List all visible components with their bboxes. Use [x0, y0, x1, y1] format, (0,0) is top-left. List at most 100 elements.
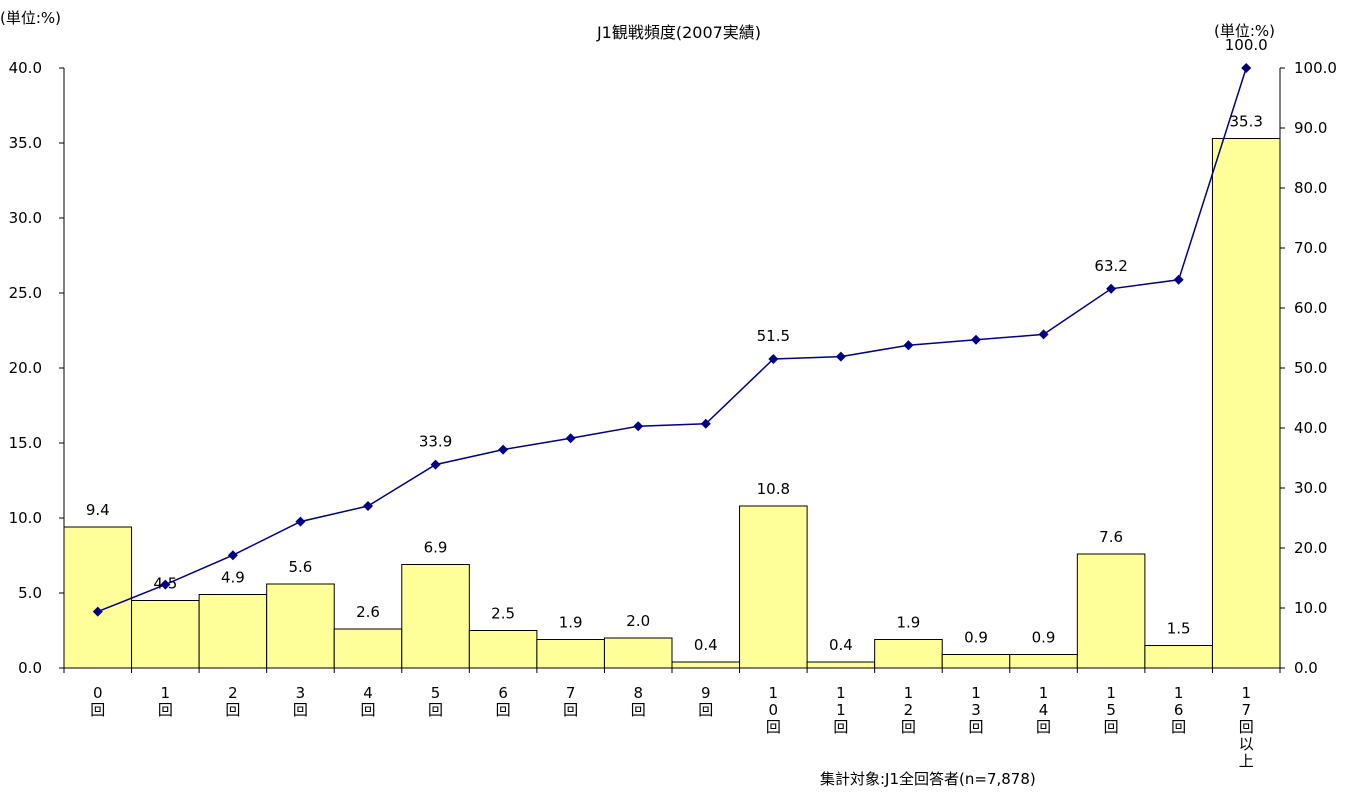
bar-label-15: 7.6 [1099, 528, 1123, 546]
y-left-tick-label-4: 20.0 [9, 359, 42, 377]
line-point-0 [92, 606, 103, 617]
bar-6 [468, 630, 538, 669]
line-label-15: 63.2 [1094, 257, 1127, 275]
y-left-tick-label-0: 0.0 [18, 659, 42, 677]
line-point-8 [633, 421, 644, 432]
bar-16 [1144, 645, 1213, 669]
line-point-6 [498, 444, 509, 455]
line-point-4 [363, 501, 373, 511]
chart-title: J1観戦頻度(2007実績) [596, 23, 762, 42]
bar-label-11: 0.4 [829, 636, 853, 654]
y-right-tick-label-10: 100.0 [1294, 59, 1337, 77]
line-point-14 [1038, 329, 1049, 340]
bar-label-5: 6.9 [424, 539, 448, 557]
bar-14 [1009, 654, 1078, 669]
bar-1 [131, 600, 200, 669]
y-left-tick-label-5: 25.0 [9, 284, 42, 302]
bar-12 [874, 639, 943, 669]
bar-label-7: 1.9 [559, 614, 583, 632]
bar-4 [333, 628, 403, 669]
y-right-tick-label-5: 50.0 [1294, 359, 1327, 377]
right-axis-unit: (単位:%) [1214, 22, 1276, 40]
bar-2 [198, 594, 268, 669]
bar-17 [1211, 138, 1281, 669]
bar-label-14: 0.9 [1032, 629, 1056, 647]
y-right-tick-label-9: 90.0 [1294, 119, 1327, 137]
bar-3 [266, 583, 335, 669]
bar-11 [806, 661, 876, 669]
bar-7 [536, 639, 605, 669]
y-left-tick-label-2: 10.0 [9, 509, 42, 527]
line-label-5: 33.9 [419, 433, 452, 451]
line-point-2 [227, 550, 238, 561]
y-left-tick-label-3: 15.0 [9, 434, 42, 452]
line-label-10: 51.5 [757, 327, 790, 345]
bar-label-2: 4.9 [221, 569, 245, 587]
y-right-tick-label-6: 60.0 [1294, 299, 1327, 317]
y-left-tick-label-1: 5.0 [18, 584, 42, 602]
y-right-tick-label-7: 70.0 [1294, 239, 1327, 257]
line-point-13 [971, 334, 981, 345]
x-tick-label-17: 1 7 回以上 [1239, 684, 1254, 770]
y-left-tick-label-6: 30.0 [9, 209, 42, 227]
bar-label-3: 5.6 [289, 558, 313, 576]
y-right-tick-label-2: 20.0 [1294, 539, 1327, 557]
bar-label-6: 2.5 [491, 605, 515, 623]
bar-15 [1076, 553, 1146, 669]
line-point-7 [565, 433, 576, 444]
bar-label-9: 0.4 [694, 636, 718, 654]
bar-label-17: 35.3 [1230, 113, 1263, 131]
line-point-15 [1106, 283, 1117, 294]
y-right-tick-label-0: 0.0 [1294, 659, 1318, 677]
line-point-16 [1173, 274, 1184, 285]
y-right-tick-label-8: 80.0 [1294, 179, 1327, 197]
bar-13 [941, 654, 1011, 669]
line-point-5 [430, 459, 441, 470]
bar-9 [671, 661, 741, 669]
line-point-9 [700, 418, 711, 429]
bar-0 [63, 526, 133, 669]
bar-label-10: 10.8 [757, 480, 790, 498]
bar-label-16: 1.5 [1167, 620, 1191, 638]
y-right-tick-label-3: 30.0 [1294, 479, 1327, 497]
y-left-tick-label-8: 40.0 [9, 59, 42, 77]
line-point-3 [295, 516, 306, 527]
bar-5 [401, 564, 470, 669]
bar-8 [603, 637, 673, 669]
y-right-tick-label-1: 10.0 [1294, 599, 1327, 617]
bar-label-12: 1.9 [897, 614, 921, 632]
y-right-tick-label-4: 40.0 [1294, 419, 1327, 437]
footnote: 集計対象:J1全回答者(n=7,878) [820, 770, 1036, 788]
line-point-10 [768, 354, 779, 364]
line-point-1 [160, 579, 171, 590]
cumulative-line [97, 67, 1247, 613]
line-label-17: 100.0 [1225, 36, 1268, 54]
line-point-17 [1241, 63, 1252, 73]
bar-label-0: 9.4 [86, 501, 110, 519]
bar-label-13: 0.9 [964, 629, 988, 647]
line-point-11 [835, 351, 846, 362]
bar-label-8: 2.0 [626, 612, 650, 630]
line-point-12 [903, 340, 914, 351]
bar-10 [739, 505, 808, 669]
bar-label-4: 2.6 [356, 603, 380, 621]
y-left-tick-label-7: 35.0 [9, 134, 42, 152]
